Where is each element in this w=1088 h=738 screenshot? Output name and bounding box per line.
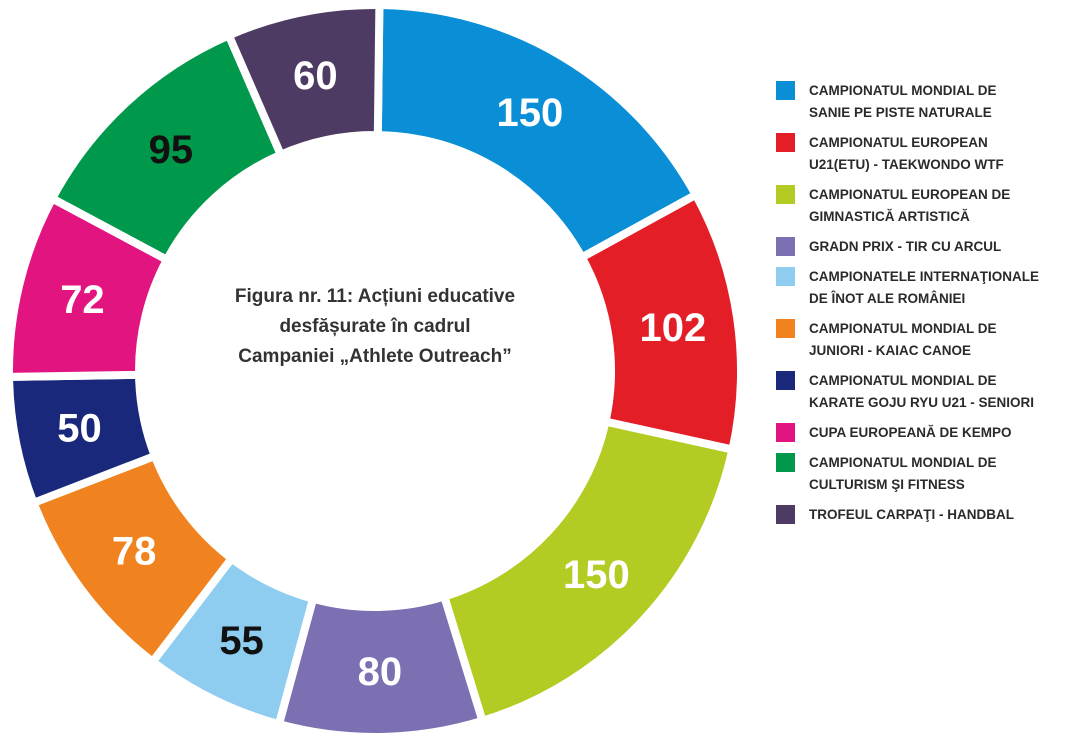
legend-label: CAMPIONATELE INTERNAŢIONALE DE ÎNOT ALE …: [809, 269, 1039, 306]
legend-label: CAMPIONATUL MONDIAL DE CULTURISM ŞI FITN…: [809, 455, 997, 492]
value-label: 80: [358, 650, 403, 694]
legend-item: CAMPIONATUL MONDIAL DE JUNIORI - KAIAC C…: [776, 318, 1086, 362]
value-label: 78: [112, 529, 157, 573]
legend-item: GRADN PRIX - TIR CU ARCUL: [776, 236, 1086, 258]
legend: CAMPIONATUL MONDIAL DE SANIE PE PISTE NA…: [776, 80, 1086, 534]
value-label: 95: [149, 128, 194, 172]
legend-label: GRADN PRIX - TIR CU ARCUL: [809, 239, 1002, 254]
value-label: 72: [60, 278, 105, 322]
legend-label: CAMPIONATUL MONDIAL DE JUNIORI - KAIAC C…: [809, 321, 997, 358]
value-label: 55: [219, 619, 264, 663]
legend-label: CAMPIONATUL MONDIAL DE KARATE GOJU RYU U…: [809, 373, 1035, 410]
legend-swatch: [776, 267, 795, 286]
chart: 150 102 150 80 55 78 50 72 95 60: [9, 0, 741, 737]
legend-swatch: [776, 423, 795, 442]
legend-swatch: [776, 505, 795, 524]
value-label: 60: [293, 54, 338, 98]
legend-swatch: [776, 453, 795, 472]
donut-slice: [439, 416, 738, 726]
legend-item: CAMPIONATUL MONDIAL DE SANIE PE PISTE NA…: [776, 80, 1086, 124]
chart-title: Figura nr. 11: Acțiuni educative desfășu…: [234, 286, 516, 367]
legend-label: CAMPIONATUL EUROPEAN U21(ETU) - TAEKWOND…: [809, 135, 1004, 172]
legend-item: CUPA EUROPEANĂ DE KEMPO: [776, 422, 1086, 444]
legend-item: CAMPIONATUL MONDIAL DE CULTURISM ŞI FITN…: [776, 452, 1086, 496]
legend-swatch: [776, 133, 795, 152]
value-label: 150: [496, 91, 563, 135]
legend-swatch: [776, 237, 795, 256]
donut-slice: [373, 0, 702, 263]
legend-item: TROFEUL CARPAŢI - HANDBAL: [776, 504, 1086, 526]
legend-item: CAMPIONATELE INTERNAŢIONALE DE ÎNOT ALE …: [776, 266, 1086, 310]
legend-swatch: [776, 371, 795, 390]
legend-swatch: [776, 319, 795, 338]
legend-label: CAMPIONATUL EUROPEAN DE GIMNASTICĂ ARTIS…: [809, 187, 1011, 224]
legend-item: CAMPIONATUL EUROPEAN U21(ETU) - TAEKWOND…: [776, 132, 1086, 176]
value-label: 150: [563, 553, 630, 597]
legend-swatch: [776, 81, 795, 100]
value-label: 102: [640, 306, 707, 350]
legend-item: CAMPIONATUL EUROPEAN DE GIMNASTICĂ ARTIS…: [776, 184, 1086, 228]
donut-slice: [223, 1, 384, 160]
legend-label: TROFEUL CARPAŢI - HANDBAL: [809, 507, 1014, 522]
legend-label: CAMPIONATUL MONDIAL DE SANIE PE PISTE NA…: [809, 83, 997, 120]
value-label: 50: [57, 407, 102, 451]
legend-item: CAMPIONATUL MONDIAL DE KARATE GOJU RYU U…: [776, 370, 1086, 414]
legend-swatch: [776, 185, 795, 204]
legend-label: CUPA EUROPEANĂ DE KEMPO: [809, 425, 1012, 440]
